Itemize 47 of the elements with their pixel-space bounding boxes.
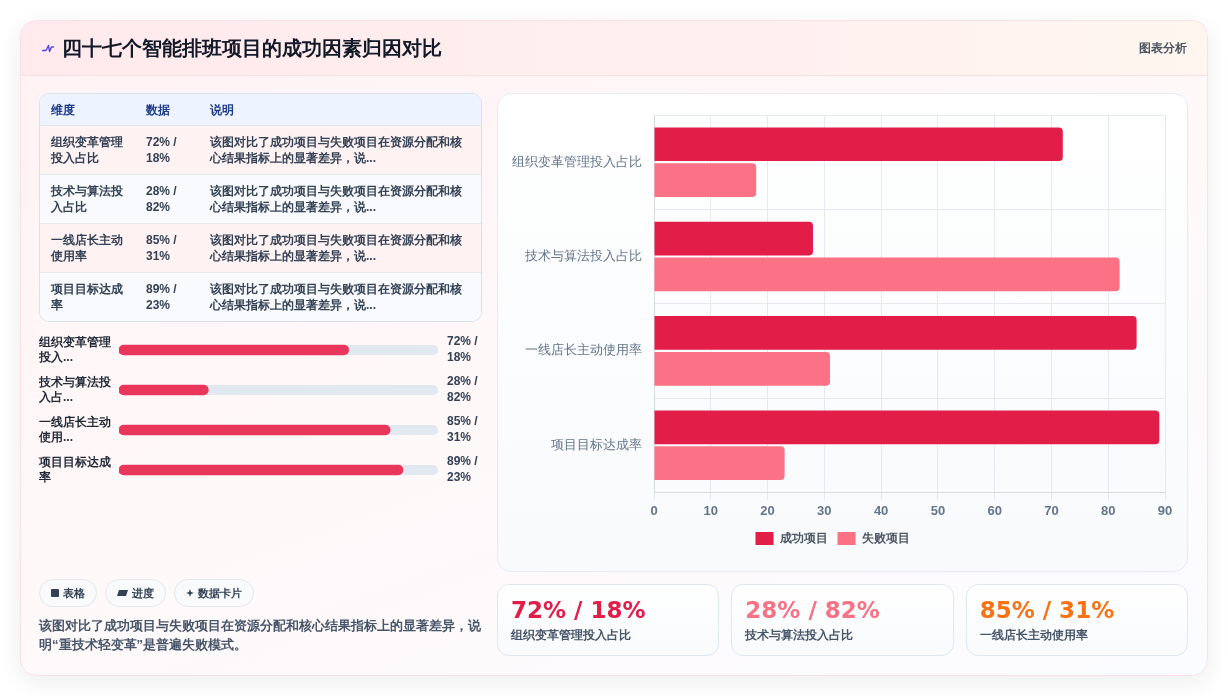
legend-label: 失败项目: [861, 530, 910, 545]
data-label: 72% / 18%: [447, 334, 479, 365]
y-tick-label: 项目目标达成率: [38, 454, 111, 484]
text: 表格: [63, 585, 85, 601]
text: 该图对比了成功项目与失败项目在资源分配和核心结果指标上的显著差异，说...: [210, 184, 462, 214]
x-tick-label: 30: [817, 502, 832, 518]
legend-label: 成功项目: [778, 530, 828, 545]
text: 28% / 82%: [745, 597, 880, 623]
data-label: 89% / 23%: [447, 454, 479, 485]
x-tick-label: 70: [1044, 502, 1059, 518]
text: 维度: [51, 102, 75, 117]
x-tick-label: 50: [930, 502, 946, 518]
text: 该图对比了成功项目与失败项目在资源分配和核心结果指标上的显著差异，说...: [210, 282, 462, 312]
y-tick-label: 项目目标达成率: [551, 436, 642, 452]
y-tick-label: 技术与算法投入占比: [524, 248, 642, 264]
text: 该图对比了成功项目与失败项目在资源分配和核心结果指标上的显著差异，说...: [210, 135, 462, 165]
data-label: 28% / 82%: [447, 374, 479, 405]
text: 72% / 18%: [511, 597, 646, 623]
text: 进度: [132, 585, 154, 601]
x-tick-label: 60: [987, 502, 1002, 518]
text: 图表分析: [1139, 41, 1187, 55]
text: 数据: [146, 102, 170, 117]
x-tick-label: 20: [760, 502, 775, 518]
x-tick-label: 40: [873, 502, 889, 518]
data-label: 85% / 31%: [447, 414, 479, 445]
text: 数据卡片: [198, 585, 242, 601]
x-tick-label: 0: [650, 502, 658, 518]
x-tick-label: 90: [1157, 502, 1173, 518]
text: 技术与算法投入占比: [745, 628, 854, 642]
y-tick-label: 一线店长主动使用率: [525, 342, 642, 358]
y-tick-label: 组织变革管理投入占比: [512, 153, 642, 169]
text: 72% / 18%: [146, 135, 177, 165]
y-tick-label: 组织变革管理投入...: [38, 334, 111, 364]
y-tick-label: 技术与算法投入占...: [38, 374, 112, 404]
x-tick-label: 80: [1100, 502, 1116, 518]
text: 89% / 23%: [146, 282, 177, 312]
y-tick-label: 一线店长主动使用...: [38, 414, 111, 444]
text: 85% / 31%: [979, 597, 1115, 623]
text: 组织变革管理投入占比: [511, 628, 631, 642]
text: 85% / 31%: [146, 233, 177, 263]
text: 说明: [210, 102, 234, 117]
text: 四十七个智能排班项目的成功因素归因对比: [62, 37, 442, 59]
x-tick-label: 10: [703, 502, 719, 518]
text: 该图对比了成功项目与失败项目在资源分配和核心结果指标上的显著差异，说...: [210, 233, 462, 263]
text: 一线店长主动使用率: [979, 628, 1088, 642]
text: 该图对比了成功项目与失败项目在资源分配和核心结果指标上的显著差异，说明“重技术轻变革”是普遍失败模式。: [39, 618, 481, 652]
text: 28% / 82%: [146, 184, 177, 214]
